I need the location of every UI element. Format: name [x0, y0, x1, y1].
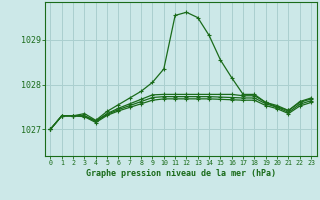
X-axis label: Graphe pression niveau de la mer (hPa): Graphe pression niveau de la mer (hPa) [86, 169, 276, 178]
